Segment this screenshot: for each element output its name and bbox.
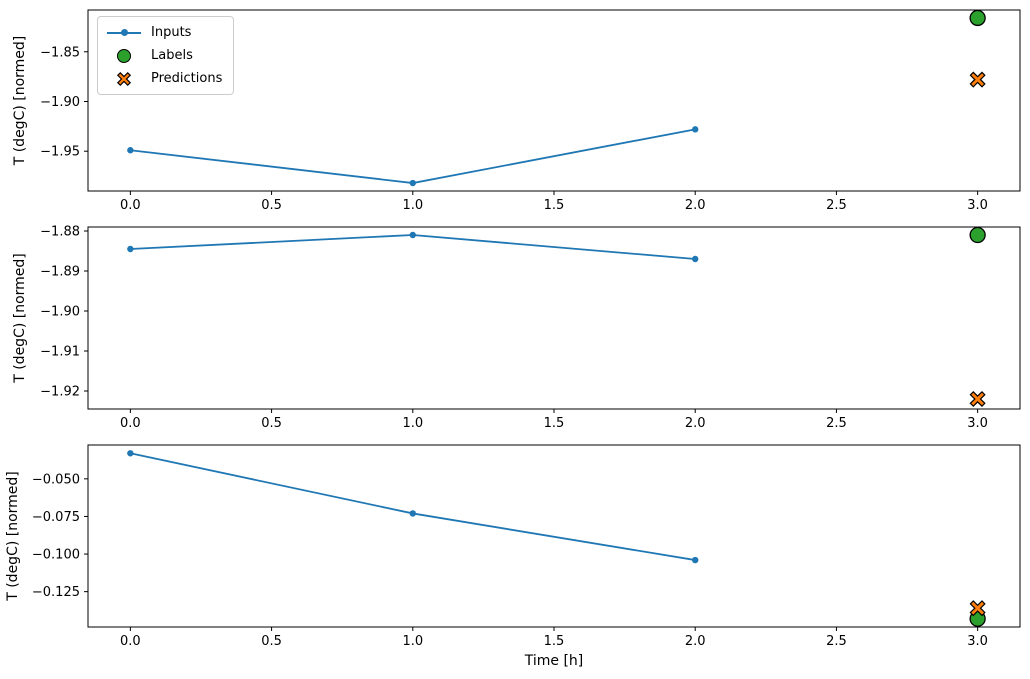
y-tick-label: −1.90 (40, 305, 80, 320)
inputs-point (409, 179, 416, 187)
inputs-point (692, 126, 699, 133)
predictions-legend-marker-icon (106, 71, 142, 87)
legend-label-inputs: Inputs (151, 25, 192, 40)
y-axis-label: T (degC) [normed] (5, 471, 21, 602)
y-tick-label: −1.91 (40, 345, 80, 360)
predictions-point (969, 71, 986, 88)
inputs-point (127, 245, 134, 253)
subplot-3: 0.0 0.5 1.0 1.5 2.0 2.5 3.0 −0.050 −0.075 −0.100 −… (5, 444, 1021, 669)
x-tick-label: 0.0 (120, 634, 141, 649)
y-axis-label: T (degC) [normed] (12, 253, 28, 384)
x-tick-label: 1.5 (544, 634, 565, 649)
x-tick-label: 0.0 (120, 198, 141, 213)
predictions-x-swatch (116, 71, 132, 86)
labels-point (969, 9, 986, 27)
labels-point (969, 226, 986, 244)
legend-label-labels: Labels (151, 48, 193, 63)
inputs-line (130, 128, 696, 184)
y-tick-label: −1.90 (40, 95, 80, 110)
x-tick-label: 1.0 (402, 416, 423, 431)
inputs-legend-marker-icon (106, 25, 142, 41)
predictions-point (969, 600, 986, 617)
x-tick-label: 3.0 (967, 198, 988, 213)
x-tick-label: 0.5 (261, 416, 282, 431)
inputs-point (127, 147, 134, 154)
x-tick-label: 2.5 (826, 198, 847, 213)
x-axis-label: Time [h] (524, 653, 584, 669)
legend-item-predictions: Predictions (106, 68, 222, 89)
axes-frame (87, 226, 1021, 410)
x-tick-label: 2.0 (685, 416, 706, 431)
y-tick-label: −0.125 (32, 585, 80, 600)
x-tick-label: 2.5 (826, 416, 847, 431)
y-tick-label: −0.050 (32, 472, 80, 487)
y-axis-label: T (degC) [normed] (12, 36, 28, 167)
x-tick-label: 1.0 (402, 198, 423, 213)
x-tick-label: 0.5 (261, 198, 282, 213)
x-tick-label: 0.5 (261, 634, 282, 649)
x-tick-label: 2.0 (685, 634, 706, 649)
inputs-line (130, 234, 696, 260)
inputs-point (409, 231, 416, 239)
labels-circle-swatch (117, 48, 131, 63)
legend-item-inputs: Inputs (106, 22, 222, 43)
x-tick-label: 3.0 (967, 634, 988, 649)
y-tick-label: −0.100 (32, 548, 80, 563)
legend-label-predictions: Predictions (151, 71, 223, 86)
y-tick-label: −1.85 (40, 45, 80, 60)
inputs-point (127, 450, 134, 457)
y-tick-label: −0.075 (32, 510, 80, 525)
inputs-line (130, 452, 696, 561)
labels-legend-marker-icon (106, 48, 142, 64)
legend: Inputs Labels Predictions (97, 16, 235, 95)
x-tick-label: 1.5 (544, 416, 565, 431)
subplot-2: 0.0 0.5 1.0 1.5 2.0 2.5 3.0 −1.88 −1.89 −1.90 −1.9… (12, 225, 1021, 431)
x-tick-label: 0.0 (120, 416, 141, 431)
y-tick-label: −1.89 (40, 265, 80, 280)
subplot-1: 0.0 0.5 1.0 1.5 2.0 2.5 3.0 −1.85 −1.90 −1.95 T (d… (12, 9, 1021, 213)
x-tick-label: 2.0 (685, 198, 706, 213)
x-tick-label: 3.0 (967, 416, 988, 431)
inputs-point (692, 255, 699, 263)
inputs-point (692, 556, 699, 564)
x-tick-label: 2.5 (826, 634, 847, 649)
x-tick-label: 1.5 (544, 198, 565, 213)
predictions-point (969, 390, 986, 408)
y-tick-label: −1.88 (40, 225, 80, 240)
y-tick-label: −1.92 (40, 385, 80, 400)
legend-item-labels: Labels (106, 45, 222, 66)
x-tick-label: 1.0 (402, 634, 423, 649)
inputs-point (409, 510, 416, 517)
y-tick-label: −1.95 (40, 145, 80, 160)
inputs-dot-swatch (120, 29, 128, 36)
